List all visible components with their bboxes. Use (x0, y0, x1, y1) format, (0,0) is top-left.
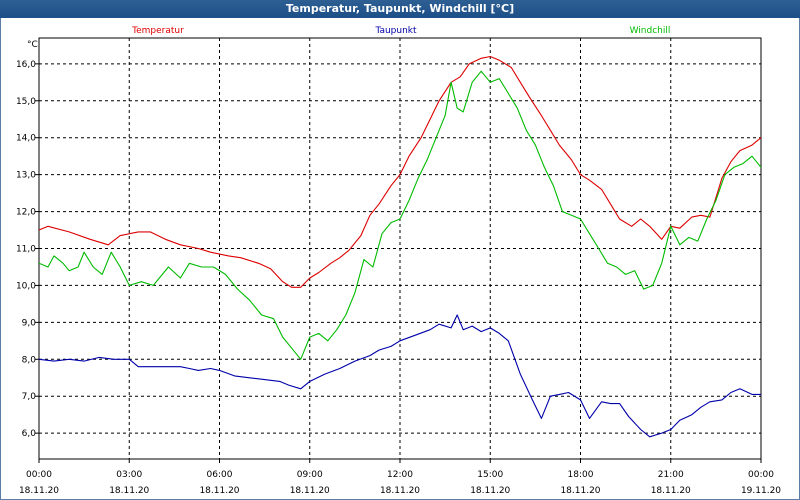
y-tick-label: 6,0 (22, 429, 37, 439)
y-tick-label: 10,0 (16, 281, 36, 291)
y-tick-label: 9,0 (22, 318, 37, 328)
x-tick-date: 18.11.20 (470, 486, 510, 496)
x-tick-date: 18.11.20 (380, 486, 420, 496)
y-axis-ticks: 6,0 7,0 8,0 9,0 10,0 11,0 12,0 13,0 14,0 15,0 16,0 (16, 60, 39, 439)
series-line-taupunkt (38, 314, 761, 438)
x-tick-time: 09:00 (297, 470, 323, 480)
y-tick-label: 12,0 (16, 208, 36, 218)
legend: Temperatur Taupunkt Windchill (131, 26, 670, 36)
y-tick-label: 16,0 (16, 60, 36, 70)
x-tick-time: 00:00 (748, 470, 774, 480)
x-axis-ticks: 00:00 18.11.20 03:00 18.11.20 06:00 18.11.20 0… (19, 459, 781, 496)
x-tick-date: 18.11.20 (290, 486, 330, 496)
x-tick-date: 18.11.20 (560, 486, 600, 496)
x-tick-date: 18.11.20 (651, 486, 691, 496)
x-tick-time: 12:00 (387, 470, 413, 480)
x-tick-time: 21:00 (658, 470, 684, 480)
x-tick-date: 19.11.20 (741, 486, 781, 496)
x-tick-time: 00:00 (26, 470, 52, 480)
x-tick-date: 18.11.20 (109, 486, 149, 496)
x-tick-time: 06:00 (207, 470, 233, 480)
grid-lines (39, 38, 761, 459)
series-line-windchill (38, 70, 762, 360)
window-title: Temperatur, Taupunkt, Windchill [°C] (0, 0, 800, 18)
x-tick-time: 15:00 (477, 470, 503, 480)
x-tick-time: 03:00 (116, 470, 142, 480)
x-tick-date: 18.11.20 (199, 486, 239, 496)
legend-temperatur: Temperatur (131, 26, 184, 36)
series-lines (38, 55, 762, 438)
y-tick-label: 8,0 (22, 355, 37, 365)
x-tick-date: 18.11.20 (19, 486, 59, 496)
y-tick-label: 15,0 (16, 97, 36, 107)
y-tick-label: 14,0 (16, 134, 36, 144)
y-axis-label: °C (27, 40, 38, 50)
x-tick-time: 18:00 (568, 470, 594, 480)
y-tick-label: 11,0 (16, 245, 36, 255)
legend-windchill: Windchill (630, 26, 671, 36)
y-tick-label: 7,0 (22, 392, 37, 402)
series-line-temperatur (38, 55, 762, 288)
legend-taupunkt: Taupunkt (374, 26, 417, 36)
y-tick-label: 13,0 (16, 171, 36, 181)
